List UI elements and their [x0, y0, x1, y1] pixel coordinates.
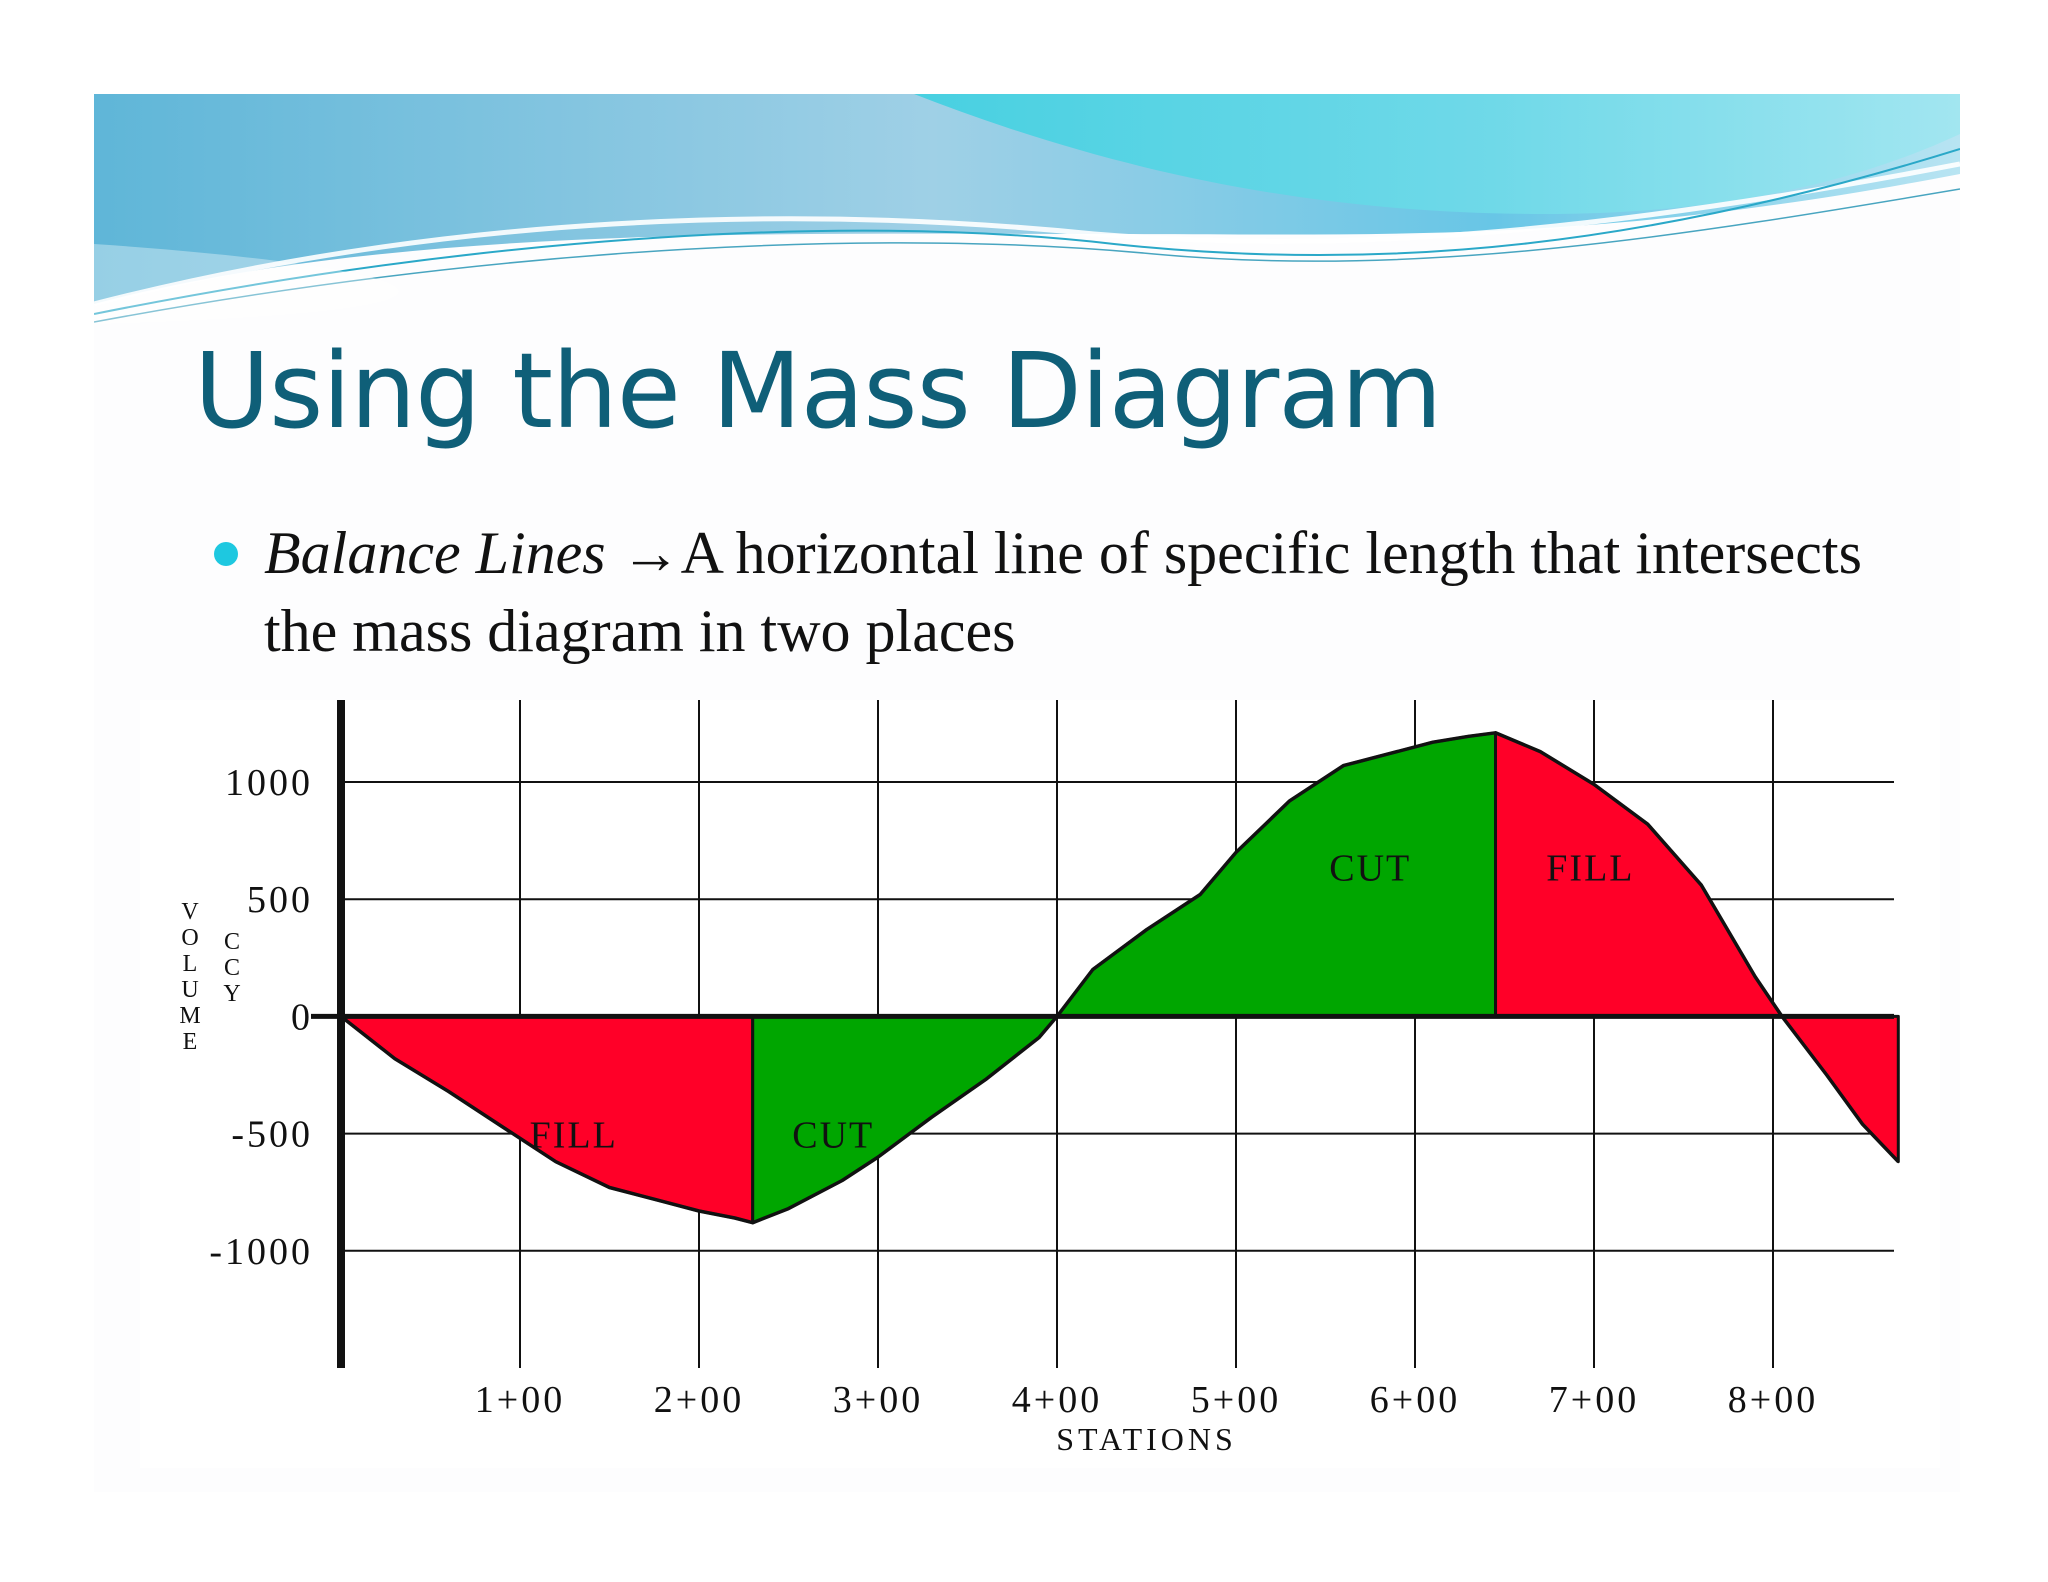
chart-areas — [339, 731, 1900, 1225]
y-tick-label: 0 — [291, 996, 313, 1038]
wave-banner — [94, 94, 1960, 324]
region-label: CUT — [1329, 847, 1411, 889]
region-label: CUT — [792, 1115, 874, 1157]
x-tick-label: 4+00 — [1012, 1379, 1102, 1421]
chart-axis-labels: STATIONS V O L U M E C C Y — [179, 899, 1237, 1457]
chart-tick-labels: 1+00 2+00 3+00 4+00 5+00 6+00 7+00 8+00 1000 500 0… — [209, 762, 1818, 1421]
y-tick-label: 500 — [247, 879, 313, 921]
arrow-icon: → — [620, 520, 681, 586]
x-tick-label: 3+00 — [833, 1379, 923, 1421]
bullet-dot-icon — [214, 542, 238, 566]
region-label: FILL — [530, 1115, 618, 1157]
chart-axes — [311, 700, 1894, 1368]
bullet-definition: A horizontal line of specific length tha… — [264, 520, 1862, 664]
y-tick-label: 1000 — [225, 762, 313, 804]
y-tick-label: -500 — [231, 1114, 313, 1156]
mass-diagram-chart: 1+00 2+00 3+00 4+00 5+00 6+00 7+00 8+00 1000 500 0… — [140, 700, 1940, 1468]
x-tick-label: 1+00 — [475, 1379, 565, 1421]
x-axis-label: STATIONS — [1056, 1421, 1237, 1457]
slide-title: Using the Mass Diagram — [194, 330, 1442, 452]
region-label: FILL — [1546, 847, 1634, 889]
x-tick-label: 5+00 — [1191, 1379, 1281, 1421]
slide: Using the Mass Diagram Balance Lines →A … — [94, 94, 1960, 1492]
bullet-text: Balance Lines →A horizontal line of spec… — [264, 514, 1914, 670]
x-tick-label: 8+00 — [1728, 1379, 1818, 1421]
chart-grid — [341, 700, 1894, 1368]
y-tick-label: -1000 — [209, 1231, 313, 1273]
x-tick-label: 7+00 — [1549, 1379, 1639, 1421]
x-tick-label: 2+00 — [654, 1379, 744, 1421]
x-tick-label: 6+00 — [1370, 1379, 1460, 1421]
chart-region-labels: FILL CUT CUT FILL — [530, 847, 1634, 1157]
bullet-term: Balance Lines — [264, 520, 606, 586]
mass-curve — [339, 731, 1900, 1225]
chart-background — [140, 700, 1940, 1468]
